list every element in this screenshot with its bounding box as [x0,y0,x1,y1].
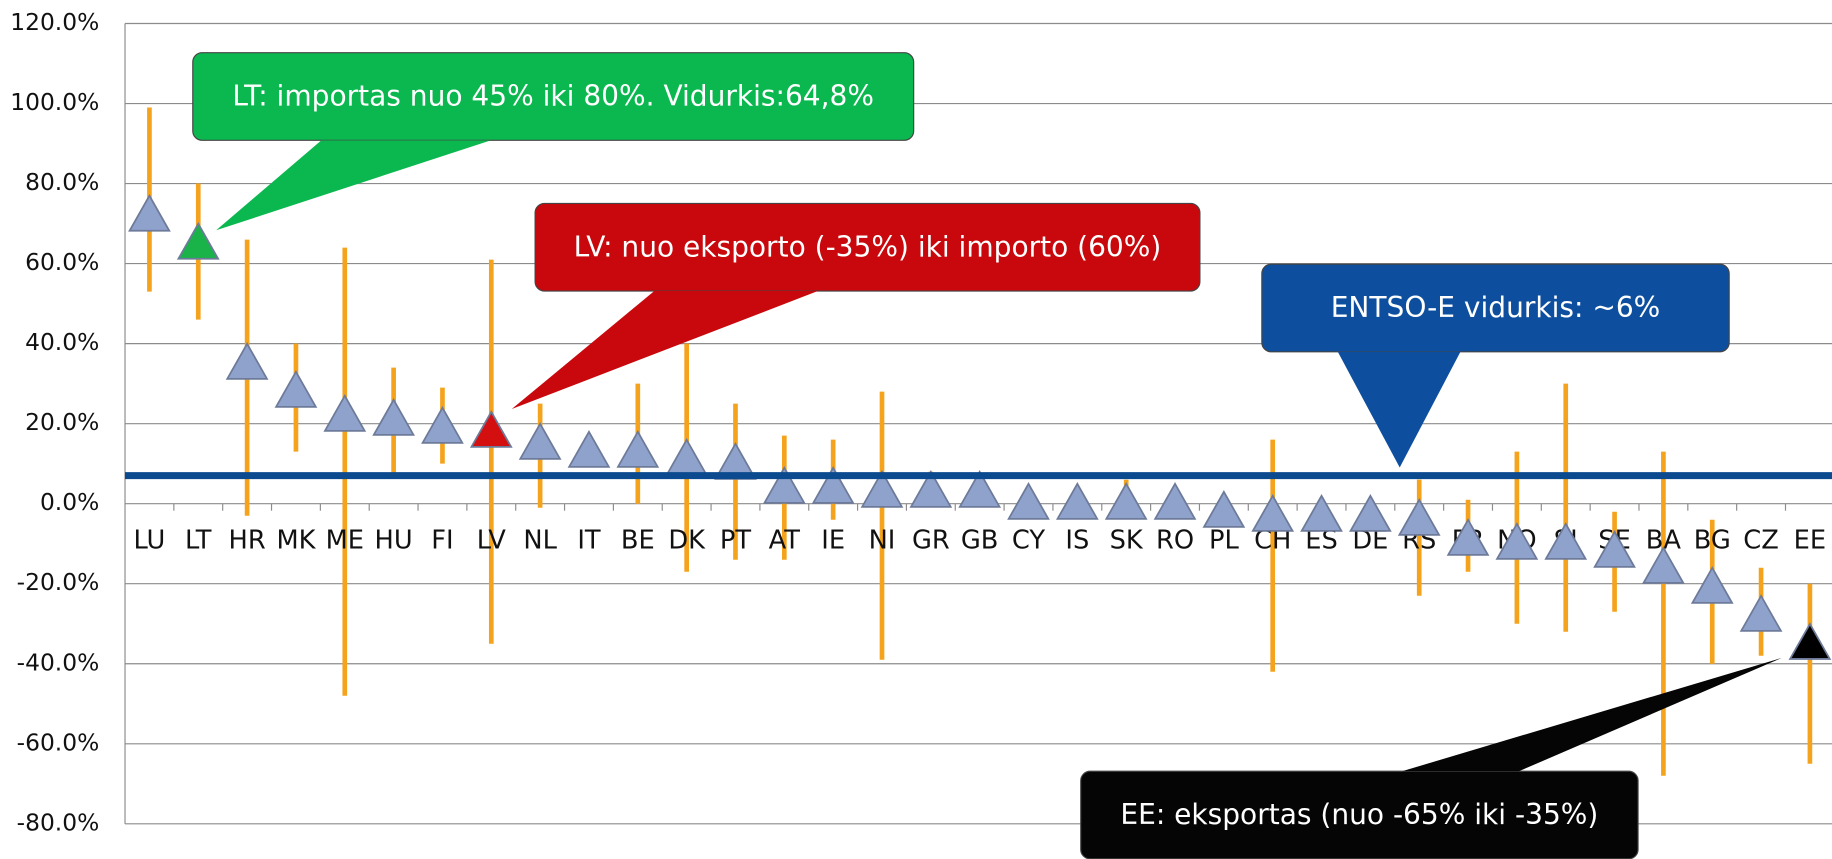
x-tick-label: FI [431,526,453,556]
callout-text: EE: eksportas (nuo -65% iki -35%) [1120,798,1598,831]
marker [1397,498,1441,536]
x-tick-label: BE [621,526,655,556]
x-tick-label: IS [1065,526,1089,556]
marker [762,466,806,504]
x-tick-label: LU [134,526,166,556]
y-tick-label: -40.0% [17,648,100,676]
marker [1446,518,1490,556]
x-tick-label: CZ [1743,526,1779,556]
marker [1300,494,1343,532]
marker [372,398,415,436]
x-tick-label: IE [821,526,845,556]
marker [958,470,1002,508]
callout-text: LV: nuo eksporto (-35%) iki importo (60%… [574,230,1162,263]
callout-box [1261,263,1730,353]
x-tick-label: DK [668,526,706,556]
marker [1202,490,1246,528]
callout-text: ENTSO-E vidurkis: ~6% [1331,291,1661,324]
marker [1055,482,1099,520]
marker [567,430,611,468]
x-tick-label: LT [185,526,212,556]
x-tick-label: BG [1694,526,1731,556]
marker [225,341,269,380]
y-tick-label: 80.0% [25,168,99,196]
marker [469,410,513,448]
x-tick-label: AT [769,526,801,556]
y-tick-label: 40.0% [25,328,99,356]
x-tick-label: HU [375,526,413,556]
callout-tail [511,291,818,410]
y-tick-label: -60.0% [17,728,100,756]
x-tick-label: LV [477,526,506,556]
marker [1690,566,1734,604]
marker [665,438,709,476]
marker [860,470,904,508]
marker [1544,522,1588,560]
y-tick-label: 120.0% [10,8,99,36]
marker [323,394,367,432]
x-tick-label: GR [912,526,950,556]
x-tick-label: ME [326,526,364,556]
marker [616,430,660,468]
y-tick-label: -20.0% [17,568,100,596]
x-tick-label: RO [1156,526,1194,556]
marker [1007,482,1050,520]
callout-text: LT: importas nuo 45% iki 80%. Vidurkis:6… [232,80,874,113]
y-tick-label: 60.0% [25,248,99,276]
marker [176,221,220,260]
marker [1593,530,1636,568]
marker [811,466,855,504]
callout-tail [216,140,491,231]
marker [1788,622,1832,660]
marker [1642,546,1685,584]
marker [1739,594,1783,632]
y-tick-label: 0.0% [40,488,99,516]
marker [421,406,464,444]
x-tick-label: HR [229,526,266,556]
y-tick-label: -80.0% [17,808,100,836]
y-tick-label: 100.0% [10,88,99,116]
marker [274,370,318,408]
x-tick-label: MK [276,526,316,556]
marker [909,470,953,508]
x-tick-label: EE [1794,526,1826,556]
x-tick-label: PT [720,526,751,556]
x-tick-label: GB [961,526,999,556]
marker [1104,482,1148,520]
callout-tail [1337,351,1461,468]
y-tick-label: 20.0% [25,408,99,436]
x-tick-label: PL [1209,526,1239,556]
marker [518,422,562,460]
x-tick-label: SK [1110,526,1144,556]
x-tick-label: NI [869,526,896,556]
x-tick-label: CY [1012,526,1045,556]
callout-box [534,202,1201,292]
marker [1153,482,1197,520]
callout-tail [1402,657,1782,772]
x-tick-label: NL [523,526,557,556]
marker [128,193,171,232]
marker [1349,494,1392,532]
marker [1251,494,1295,532]
marker [1495,522,1539,560]
callout-box [192,52,915,141]
x-tick-label: IT [577,526,601,556]
